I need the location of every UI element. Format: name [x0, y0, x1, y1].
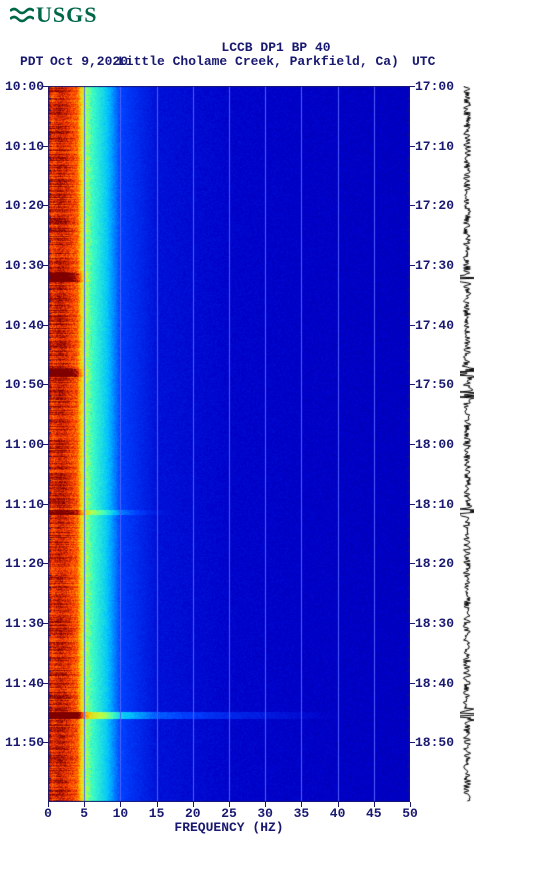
ytick-left: 10:50 [0, 377, 44, 392]
spectrogram-plot [48, 86, 410, 802]
ytick-right: 18:30 [415, 616, 454, 631]
xtick: 25 [209, 806, 249, 821]
ytick-left: 10:20 [0, 198, 44, 213]
ytick-left: 11:20 [0, 556, 44, 571]
ytick-right: 18:50 [415, 735, 454, 750]
xtick: 35 [281, 806, 321, 821]
xtick: 45 [354, 806, 394, 821]
usgs-logo-text: USGS [36, 2, 97, 28]
xtick: 50 [390, 806, 430, 821]
ytick-left: 11:00 [0, 437, 44, 452]
utc-label: UTC [412, 54, 435, 69]
ytick-right: 17:20 [415, 198, 454, 213]
ytick-right: 18:00 [415, 437, 454, 452]
xtick: 40 [318, 806, 358, 821]
ytick-right: 18:40 [415, 676, 454, 691]
x-axis-label: FREQUENCY (HZ) [48, 820, 410, 835]
xtick: 15 [137, 806, 177, 821]
usgs-logo: USGS [10, 2, 97, 28]
date-label: Oct 9,2020 [50, 54, 128, 69]
xtick: 5 [64, 806, 104, 821]
ytick-left: 10:00 [0, 79, 44, 94]
ytick-right: 17:30 [415, 258, 454, 273]
location-label: Little Cholame Creek, Parkfield, Ca) [118, 54, 399, 69]
ytick-left: 11:40 [0, 676, 44, 691]
ytick-left: 10:10 [0, 139, 44, 154]
chart-title: LCCB DP1 BP 40 [0, 40, 552, 55]
ytick-right: 17:40 [415, 318, 454, 333]
ytick-left: 11:50 [0, 735, 44, 750]
ytick-right: 17:50 [415, 377, 454, 392]
ytick-left: 10:30 [0, 258, 44, 273]
xtick: 30 [245, 806, 285, 821]
spectrogram-canvas [48, 86, 410, 802]
xtick: 20 [173, 806, 213, 821]
xtick: 0 [28, 806, 68, 821]
ytick-right: 18:10 [415, 497, 454, 512]
ytick-right: 17:10 [415, 139, 454, 154]
ytick-left: 11:10 [0, 497, 44, 512]
ytick-right: 17:00 [415, 79, 454, 94]
waveform-trace [460, 86, 474, 802]
ytick-left: 11:30 [0, 616, 44, 631]
ytick-left: 10:40 [0, 318, 44, 333]
ytick-right: 18:20 [415, 556, 454, 571]
xtick: 10 [100, 806, 140, 821]
pdt-label: PDT [20, 54, 43, 69]
usgs-wave-icon [10, 5, 34, 25]
